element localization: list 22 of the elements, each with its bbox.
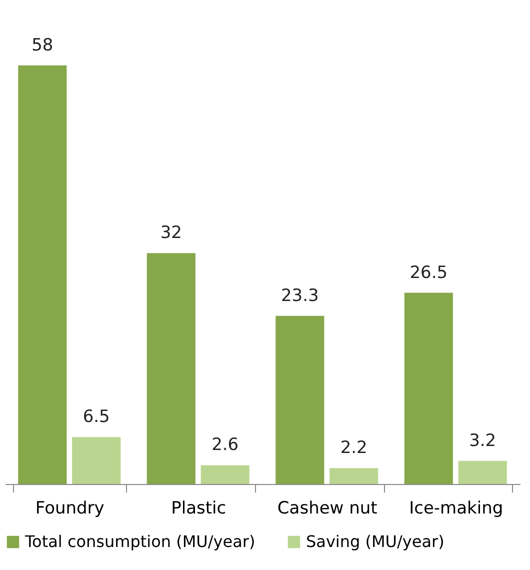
bar (18, 65, 67, 484)
data-label: 23.3 (280, 286, 319, 306)
legend-label: Total consumption (MU/year) (24, 532, 256, 551)
data-label: 3.2 (469, 430, 496, 451)
bar (200, 465, 250, 484)
data-label: 2.2 (340, 438, 368, 458)
x-tick-label: Ice-making (409, 498, 504, 518)
bar (404, 292, 453, 484)
data-label: 32 (160, 223, 182, 244)
data-label: 6.5 (82, 407, 110, 428)
bar (330, 468, 378, 484)
data-label: 26.5 (410, 262, 448, 283)
x-tick-label: Cashew nut (277, 498, 378, 518)
bar (146, 253, 196, 484)
data-label: 2.6 (212, 435, 239, 456)
x-tick-label: Foundry (35, 498, 104, 518)
legend-label: Saving (MU/year) (306, 532, 444, 551)
bar (276, 316, 324, 484)
bar (72, 437, 121, 484)
data-label: 58 (32, 35, 54, 56)
x-tick-label: Plastic (171, 498, 226, 518)
bar (458, 460, 507, 484)
